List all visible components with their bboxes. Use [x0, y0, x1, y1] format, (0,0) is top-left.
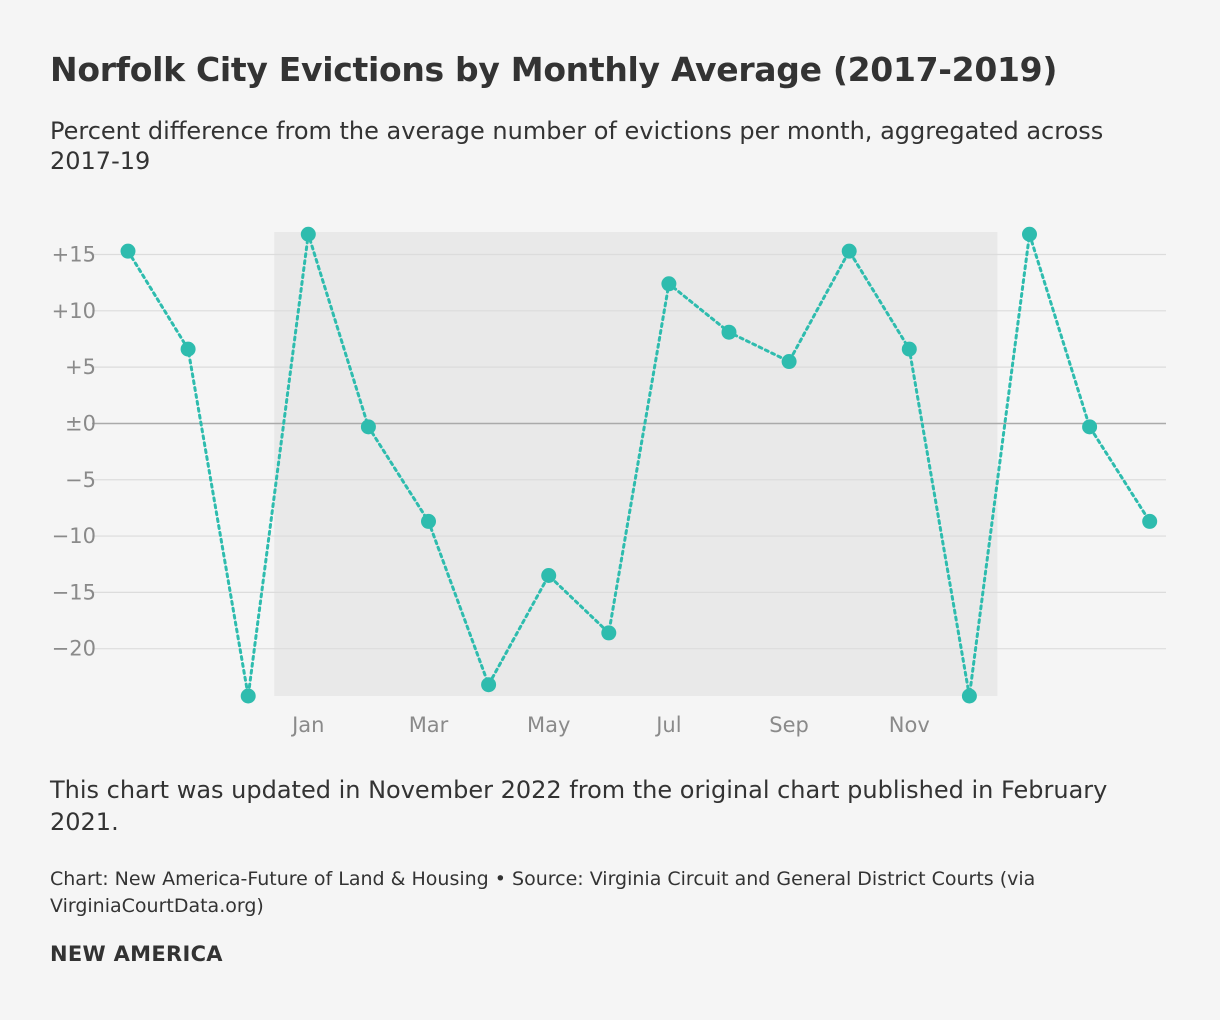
y-tick-label: +5 — [65, 355, 96, 379]
y-tick-label: −5 — [65, 468, 96, 492]
y-axis: +15 +10 +5 ±0 −5 −10 −15 −20 — [52, 243, 96, 661]
data-point — [901, 341, 917, 357]
series-line — [126, 233, 1152, 697]
brand-logo-text: NEW AMERICA — [50, 942, 223, 966]
data-point — [421, 513, 436, 529]
data-point — [781, 354, 797, 370]
y-tick-label: −15 — [52, 580, 96, 604]
data-point — [481, 677, 497, 693]
x-tick-label: Nov — [889, 713, 930, 737]
x-axis: Jan Mar May Jul Sep Nov — [290, 713, 930, 737]
update-note: This chart was updated in November 2022 … — [50, 776, 1108, 836]
x-tick-label: May — [527, 713, 570, 737]
chart-subtitle: Percent difference from the average numb… — [50, 117, 1104, 175]
y-tick-label: +15 — [52, 243, 96, 267]
y-tick-label: +10 — [52, 299, 96, 323]
data-point — [240, 688, 256, 704]
data-point — [120, 243, 136, 259]
data-point — [1142, 513, 1158, 529]
y-tick-label: ±0 — [65, 411, 96, 435]
data-point — [1082, 419, 1098, 435]
y-tick-label: −10 — [52, 524, 96, 548]
grid — [92, 253, 1166, 650]
y-tick-label: −20 — [52, 637, 96, 661]
x-tick-label: Mar — [409, 713, 449, 737]
highlight-band — [274, 232, 998, 696]
x-tick-label: Jul — [654, 713, 681, 737]
x-tick-label: Jan — [290, 713, 324, 737]
data-point — [1022, 226, 1037, 242]
data-point — [541, 567, 557, 583]
data-point — [841, 243, 857, 259]
data-point — [661, 276, 677, 292]
chart-title: Norfolk City Evictions by Monthly Averag… — [50, 50, 1058, 89]
data-point — [360, 419, 376, 435]
data-point — [300, 226, 316, 242]
source-credit: Chart: New America-Future of Land & Hous… — [50, 868, 1036, 917]
x-tick-label: Sep — [769, 713, 809, 737]
data-point — [961, 688, 977, 704]
line-chart: +15 +10 +5 ±0 −5 −10 −15 −20 Jan Mar May Jul Sep Nov — [52, 226, 1166, 737]
data-point — [180, 341, 196, 357]
data-point — [601, 625, 617, 641]
data-point — [721, 324, 737, 340]
data-points — [120, 226, 1158, 704]
